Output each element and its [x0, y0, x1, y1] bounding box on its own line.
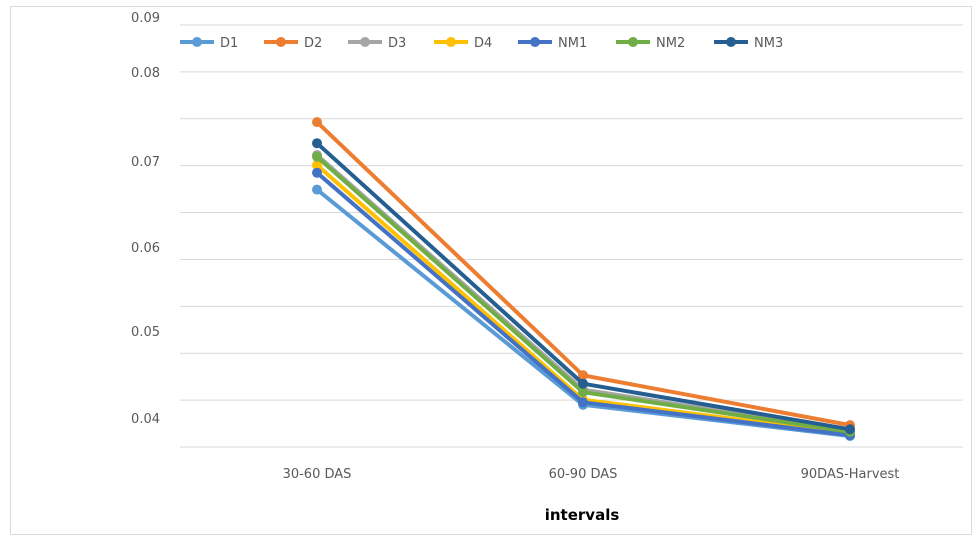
x-axis-title: intervals: [545, 506, 620, 524]
legend-marker: [276, 37, 286, 47]
legend-item[interactable]: D4: [434, 36, 492, 51]
legend-label: NM1: [558, 36, 587, 51]
legend-marker: [192, 37, 202, 47]
x-category-label: 30-60 DAS: [283, 467, 352, 482]
y-tick-label: 0.04: [131, 412, 160, 427]
data-point: [312, 167, 322, 178]
x-category-label: 60-90 DAS: [549, 467, 618, 482]
data-point: [312, 117, 322, 128]
legend-label: D1: [220, 36, 238, 51]
data-point: [578, 378, 588, 389]
legend-item[interactable]: NM2: [616, 36, 685, 51]
legend-label: D3: [388, 36, 406, 51]
legend-label: D4: [474, 36, 492, 51]
data-point: [578, 397, 588, 408]
series-nm1: [312, 167, 855, 441]
y-tick-label: 0.07: [131, 155, 160, 170]
legend-marker: [360, 37, 370, 47]
data-point: [312, 160, 322, 171]
series-lines: [312, 117, 855, 441]
y-tick-label: 0.05: [131, 325, 160, 340]
data-point: [845, 424, 855, 435]
gridlines: [180, 24, 963, 448]
data-point: [312, 151, 322, 162]
data-point: [312, 184, 322, 195]
legend-item[interactable]: D2: [264, 36, 322, 51]
legend-marker: [628, 37, 638, 47]
legend-label: NM2: [656, 36, 685, 51]
y-tick-label: 0.09: [131, 11, 160, 26]
x-axis-category-labels: 30-60 DAS 60-90 DAS 90DAS-Harvest: [283, 467, 900, 482]
series-nm3: [312, 138, 855, 435]
legend-marker: [530, 37, 540, 47]
legend-item[interactable]: D3: [348, 36, 406, 51]
y-tick-label: 0.08: [131, 66, 160, 81]
data-point: [312, 138, 322, 149]
legend-item[interactable]: D1: [180, 36, 238, 51]
y-tick-label: 0.06: [131, 241, 160, 256]
legend-marker: [446, 37, 456, 47]
y-axis-tick-labels: 0.09 0.08 0.07 0.06 0.05 0.04: [131, 11, 160, 427]
x-category-label: 90DAS-Harvest: [801, 467, 900, 482]
data-point: [578, 370, 588, 381]
legend-label: D2: [304, 36, 322, 51]
legend-item[interactable]: NM3: [714, 36, 783, 51]
legend: D1 D2 D3 D4 NM1 NM2 NM3: [180, 36, 783, 51]
legend-item[interactable]: NM1: [518, 36, 587, 51]
legend-marker: [726, 37, 736, 47]
data-point: [578, 387, 588, 398]
legend-label: NM3: [754, 36, 783, 51]
